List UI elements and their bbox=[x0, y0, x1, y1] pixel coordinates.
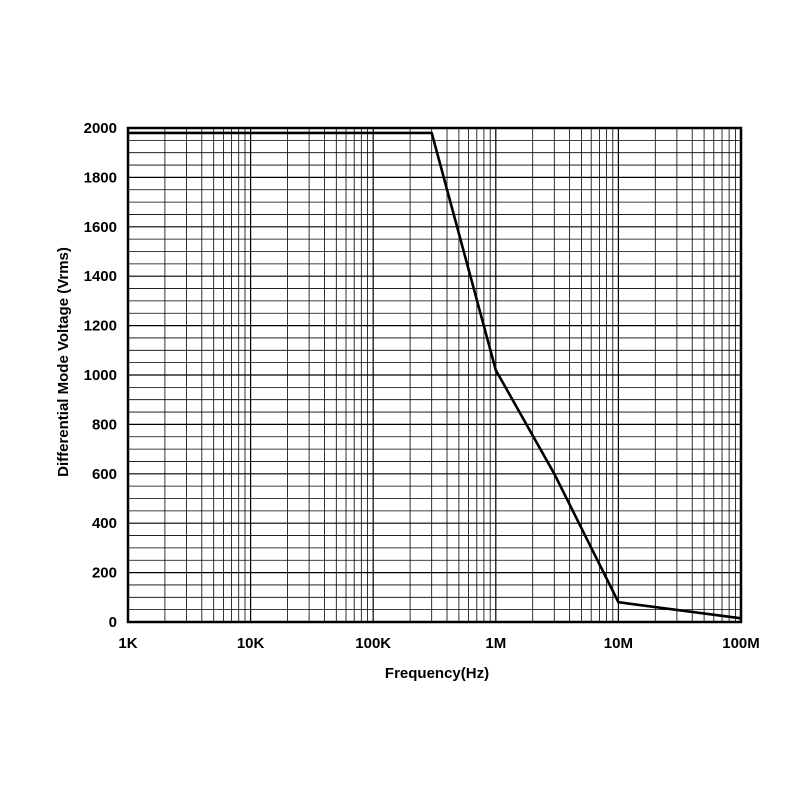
y-tick-label: 200 bbox=[92, 565, 117, 582]
x-tick-label: 10M bbox=[604, 635, 633, 652]
x-tick-label: 1K bbox=[118, 635, 137, 652]
y-axis-title: Differential Mode Voltage (Vrms) bbox=[55, 247, 72, 477]
y-tick-label: 1400 bbox=[84, 268, 117, 285]
grid-layer bbox=[127, 128, 741, 622]
x-tick-label: 100K bbox=[355, 635, 391, 652]
plot-frame bbox=[126, 126, 743, 624]
y-tick-label: 1200 bbox=[84, 318, 117, 335]
y-tick-label: 0 bbox=[109, 614, 117, 631]
x-axis-title: Frequency(Hz) bbox=[385, 665, 489, 682]
y-tick-label: 600 bbox=[92, 466, 117, 483]
series-layer bbox=[128, 131, 742, 620]
x-tick-label: 1M bbox=[485, 635, 506, 652]
y-tick-label: 1800 bbox=[84, 169, 117, 186]
x-tick-label: 10K bbox=[237, 635, 265, 652]
series-line bbox=[128, 131, 742, 620]
x-tick-label: 100M bbox=[722, 635, 760, 652]
y-tick-label: 2000 bbox=[84, 120, 117, 137]
frame-layer bbox=[126, 126, 743, 624]
tick-layer: 1K 10K 100K 1M 10M 100M 0 200 400 600 800 1000 1200 1… bbox=[84, 120, 760, 652]
y-tick-label: 1600 bbox=[84, 219, 117, 236]
y-tick-label: 800 bbox=[92, 416, 117, 433]
y-tick-label: 400 bbox=[92, 515, 117, 532]
y-tick-label: 1000 bbox=[84, 367, 117, 384]
